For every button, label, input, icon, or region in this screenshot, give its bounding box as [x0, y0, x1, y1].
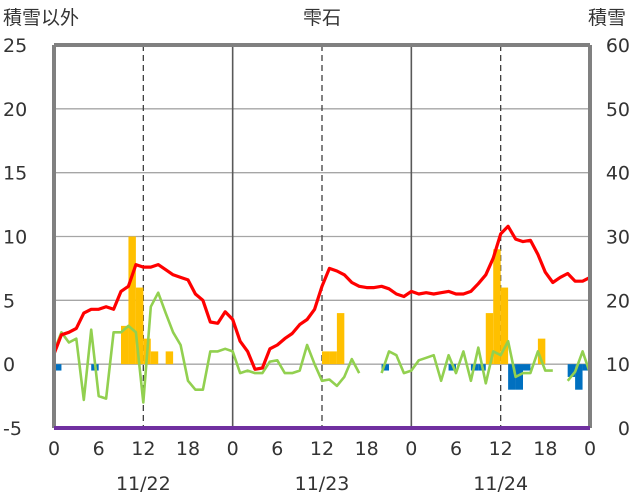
x-hour-label: 6 [450, 438, 462, 460]
bar-negative [381, 364, 389, 371]
left-tick-label: 0 [3, 354, 15, 376]
left-tick-label: 20 [3, 99, 27, 121]
bar-negative [54, 364, 62, 371]
x-hour-label: 18 [176, 438, 200, 460]
right-tick-label: 10 [606, 354, 630, 376]
bar-positive [493, 249, 501, 365]
left-tick-label: -5 [3, 418, 22, 440]
right-tick-label: 0 [618, 418, 630, 440]
x-day-label: 11/24 [473, 473, 528, 495]
x-hour-label: 0 [227, 438, 239, 460]
bar-positive [322, 351, 330, 365]
left-axis-title: 積雪以外 [3, 7, 79, 29]
chart-title: 雫石 [303, 7, 341, 29]
left-tick-label: 5 [3, 290, 15, 312]
x-hour-label: 12 [131, 438, 155, 460]
bar-positive [128, 236, 136, 365]
bar-positive [329, 351, 337, 365]
x-hour-label: 18 [355, 438, 379, 460]
x-hour-label: 0 [584, 438, 596, 460]
right-axis-title: 積雪 [588, 7, 626, 29]
bar-negative [515, 364, 523, 390]
x-hour-label: 6 [271, 438, 283, 460]
series-line [52, 224, 591, 371]
right-tick-label: 60 [606, 35, 630, 57]
bar-positive [537, 338, 546, 365]
left-tick-label: 25 [3, 35, 27, 57]
bar-positive [135, 287, 144, 365]
x-day-label: 11/23 [295, 473, 350, 495]
x-hour-label: 0 [48, 438, 60, 460]
series-lines [52, 224, 592, 404]
bar-negative [575, 364, 583, 390]
x-hour-label: 0 [405, 438, 417, 460]
left-tick-label: 15 [3, 163, 27, 185]
series-line [52, 291, 592, 404]
bar-negative [508, 364, 516, 390]
bar-positive [485, 313, 494, 365]
bar-positive [150, 351, 159, 365]
bar-positive [336, 313, 345, 365]
bar-positive [165, 351, 174, 365]
x-hour-label: 12 [489, 438, 513, 460]
bar-positive [121, 325, 129, 365]
x-day-label: 11/22 [116, 473, 171, 495]
right-tick-label: 30 [606, 227, 630, 249]
right-tick-label: 40 [606, 163, 630, 185]
x-hour-label: 12 [310, 438, 334, 460]
right-tick-label: 20 [606, 290, 630, 312]
bar-negative [523, 364, 531, 371]
right-tick-label: 50 [606, 99, 630, 121]
x-hour-label: 6 [93, 438, 105, 460]
plot-frame [52, 43, 592, 430]
bar-positive [500, 287, 509, 365]
bar-negative [582, 364, 590, 371]
left-tick-label: 10 [3, 227, 27, 249]
bar-negative [567, 364, 576, 377]
x-hour-label: 18 [533, 438, 557, 460]
